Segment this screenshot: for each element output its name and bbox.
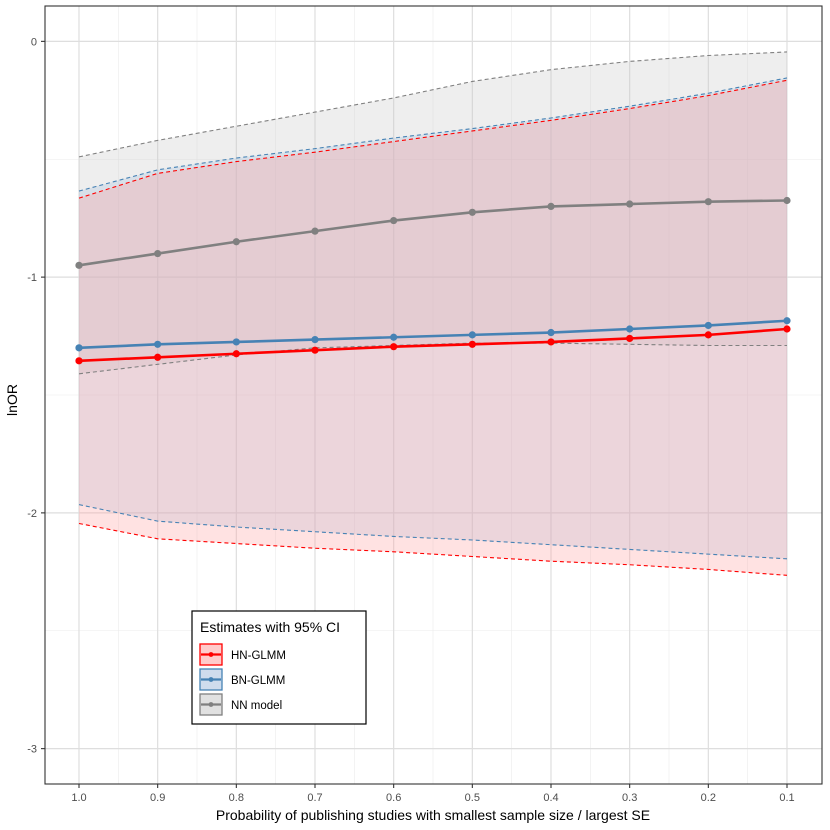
- nn-model-point: [626, 200, 634, 208]
- nn-model-point: [232, 238, 240, 246]
- hn-glmm-point: [468, 340, 476, 348]
- hn-glmm-point: [75, 357, 83, 365]
- hn-glmm-point: [390, 343, 398, 351]
- hn-glmm-point: [626, 334, 634, 343]
- nn-model-estimate-line: [78, 199, 788, 267]
- hn-glmm-upper-bound: [78, 79, 788, 199]
- bn-glmm-upper-bound: [78, 77, 788, 192]
- estimate-points: [75, 196, 791, 365]
- hn-glmm-point: [704, 331, 712, 339]
- nn-model-point: [390, 216, 398, 225]
- x-tick-label: 0.8: [229, 792, 244, 804]
- x-axis: 1.0 0.9 0.8 0.7 0.6 0.5 0.4 0.3 0.2 0.1: [71, 784, 795, 804]
- x-axis-title: Probability of publishing studies with s…: [216, 807, 650, 823]
- x-tick-label: 0.6: [386, 792, 401, 804]
- nn-model-point: [547, 202, 555, 210]
- bn-glmm-lower-bound: [78, 504, 788, 560]
- bn-glmm-estimate-line: [78, 319, 788, 350]
- hn-glmm-legend-point: [208, 652, 214, 657]
- hn-glmm-point: [154, 353, 162, 361]
- x-tick-label: 1.0: [71, 792, 86, 804]
- bn-glmm-point: [468, 331, 476, 339]
- ci-bound-lines: [78, 51, 788, 576]
- nn-model-lower-bound: [78, 342, 787, 375]
- bn-glmm-point: [154, 340, 162, 348]
- nn-model-legend-label: NN model: [231, 700, 282, 712]
- hn-glmm-legend-label: HN-GLMM: [231, 650, 286, 662]
- y-tick-label: -3: [27, 744, 37, 756]
- nn-model-ci-ribbon: [79, 51, 787, 374]
- bn-glmm-point: [232, 338, 240, 346]
- nn-model-point: [311, 227, 319, 235]
- bn-glmm-point: [390, 333, 398, 341]
- estimate-lines: [78, 199, 788, 363]
- x-tick-label: 0.5: [465, 792, 480, 804]
- nn-model-point: [154, 249, 162, 258]
- legend: Estimates with 95% CI HN-GLMM BN-GLMM NN m…: [191, 610, 367, 725]
- nn-model-point: [783, 196, 791, 205]
- x-tick-label: 0.1: [779, 792, 794, 804]
- y-tick-label: 0: [31, 36, 37, 48]
- panel-border: [44, 5, 823, 785]
- nn-model-point: [468, 208, 476, 216]
- x-tick-label: 0.9: [150, 792, 165, 804]
- bn-glmm-point: [547, 328, 555, 337]
- nn-model-legend-point: [208, 702, 214, 707]
- bn-glmm-point: [311, 335, 319, 344]
- bn-glmm-point: [75, 344, 83, 352]
- legend-title: Estimates with 95% CI: [200, 619, 340, 635]
- bn-glmm-legend-label: BN-GLMM: [231, 675, 285, 687]
- nn-model-point: [704, 198, 712, 206]
- y-tick-label: -1: [27, 272, 37, 284]
- bn-glmm-point: [626, 325, 634, 333]
- grid-minor: [45, 6, 822, 784]
- x-tick-label: 0.2: [701, 792, 716, 804]
- y-axis-title: lnOR: [4, 384, 20, 416]
- nn-model-point: [75, 261, 83, 269]
- hn-glmm-point: [547, 338, 555, 346]
- y-axis: 0 -1 -2 -3: [27, 36, 45, 756]
- x-tick-label: 0.3: [622, 792, 637, 804]
- bn-glmm-point: [783, 317, 791, 325]
- hn-glmm-point: [232, 350, 240, 358]
- hn-glmm-point: [783, 325, 791, 333]
- bn-glmm-legend-point: [208, 677, 214, 682]
- legend-keys: HN-GLMM BN-GLMM NN model: [199, 643, 286, 716]
- bn-glmm-ci-ribbon: [79, 77, 787, 559]
- bn-glmm-point: [704, 321, 712, 330]
- hn-glmm-estimate-line: [78, 327, 788, 363]
- hn-glmm-lower-bound: [78, 522, 788, 576]
- nn-model-upper-bound: [78, 51, 788, 158]
- hn-glmm-point: [311, 346, 319, 354]
- x-tick-label: 0.4: [543, 792, 558, 804]
- x-tick-label: 0.7: [307, 792, 322, 804]
- y-tick-label: -2: [27, 508, 37, 520]
